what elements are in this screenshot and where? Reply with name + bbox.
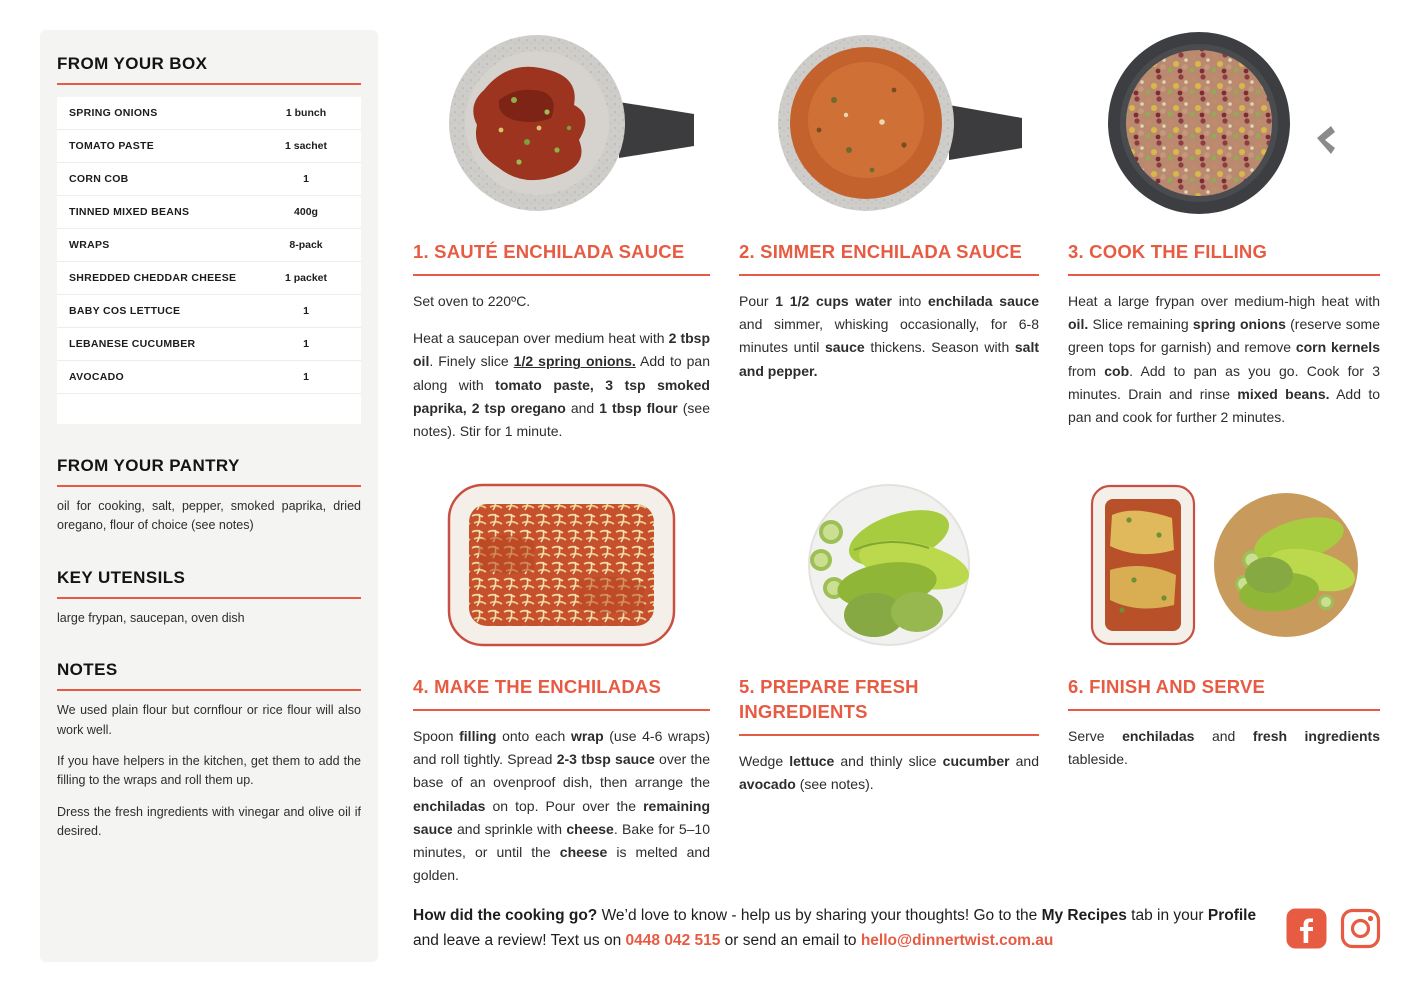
step-6-photo-baked-enchiladas-and-salad [1068,480,1380,655]
ingredient-name: LEBANESE CUCUMBER [69,338,196,350]
step-4-title: 4. MAKE THE ENCHILADAS [413,675,710,711]
pantry-text: oil for cooking, salt, pepper, smoked pa… [57,499,361,533]
step-5: 5. PREPARE FRESH INGREDIENTS Wedge lettu… [739,480,1039,888]
pantry-section: FROM YOUR PANTRY oil for cooking, salt, … [57,456,361,536]
ingredient-qty: 1 [303,338,309,350]
step-1-photo-saucepan-tomato-paste [413,30,710,220]
ingredient-qty: 1 packet [284,272,328,284]
sidebar: FROM YOUR BOX SPRING ONIONS 1 bunch TOMA… [40,30,378,962]
table-row: SHREDDED CHEDDAR CHEESE 1 packet [57,262,361,295]
ingredient-name: BABY COS LETTUCE [69,305,181,317]
ingredient-name: TOMATO PASTE [69,140,155,152]
note-paragraph: If you have helpers in the kitchen, get … [57,753,361,788]
ingredient-name: WRAPS [69,239,110,251]
table-row: CORN COB 1 [57,163,361,196]
ingredient-qty: 1 sachet [284,140,328,152]
ingredient-name: SPRING ONIONS [69,107,158,119]
footer-feedback-text: How did the cooking go? We’d love to kno… [413,907,1257,950]
table-row: TINNED MIXED BEANS 400g [57,196,361,229]
ingredients-table: SPRING ONIONS 1 bunch TOMATO PASTE 1 sac… [57,97,361,424]
phone-link[interactable]: 0448 042 515 [625,932,721,950]
table-row: AVOCADO 1 [57,361,361,394]
footer: How did the cooking go? We’d love to kno… [413,903,1381,953]
step-3: 3. COOK THE FILLING Heat a large frypan … [1068,30,1380,480]
ingredient-qty: 8-pack [289,239,323,251]
note-paragraph: Dress the fresh ingredients with vinegar… [57,804,361,838]
step-3-title: 3. COOK THE FILLING [1068,240,1380,276]
ingredient-qty: 1 [303,371,309,383]
step-1-instruction: Set oven to 220ºC. [413,292,531,309]
step-2-title: 2. SIMMER ENCHILADA SAUCE [739,240,1039,276]
from-your-pantry-title: FROM YOUR PANTRY [57,456,361,487]
email-link[interactable]: hello@dinnertwist.com.au [860,932,1054,950]
ingredient-name: AVOCADO [69,371,124,383]
step-5-photo-fresh-ingredients-plate [739,480,1039,655]
ingredient-name: CORN COB [69,173,129,185]
step-4-instruction: Spoon filling onto each wrap (use 4-6 wr… [413,727,711,884]
step-1-title: 1. SAUTÉ ENCHILADA SAUCE [413,240,710,276]
step-6-instruction: Serve enchiladas and fresh ingredients t… [1068,727,1380,768]
table-row: BABY COS LETTUCE 1 [57,295,361,328]
step-5-instruction: Wedge lettuce and thinly slice cucumber … [739,752,1040,793]
step-4: 4. MAKE THE ENCHILADAS Spoon filling ont… [413,480,710,888]
ingredient-name: SHREDDED CHEDDAR CHEESE [69,272,237,284]
notes-section: NOTES We used plain flour but cornflour … [57,660,361,841]
ingredient-qty: 1 bunch [285,107,327,119]
step-2: 2. SIMMER ENCHILADA SAUCE Pour 1 1/2 cup… [739,30,1039,480]
table-row: LEBANESE CUCUMBER 1 [57,328,361,361]
social-icons [1286,908,1381,949]
notes-title: NOTES [57,660,361,692]
ingredient-qty: 1 [303,173,309,185]
step-6: 6. FINISH AND SERVE Serve enchiladas and… [1068,480,1380,888]
utensils-section: KEY UTENSILS large frypan, saucepan, ove… [57,568,361,628]
ingredient-qty: 1 [303,305,309,317]
step-2-photo-sauce-pot [739,30,1039,220]
step-1-instruction: Heat a saucepan over medium heat with 2 … [413,330,711,440]
step-6-title: 6. FINISH AND SERVE [1068,675,1380,711]
table-row: TOMATO PASTE 1 sachet [57,130,361,163]
steps-grid: 1. SAUTÉ ENCHILADA SAUCE Set oven to 220… [413,30,1381,888]
table-row: SPRING ONIONS 1 bunch [57,97,361,130]
key-utensils-title: KEY UTENSILS [57,568,361,599]
step-5-title: 5. PREPARE FRESH INGREDIENTS [739,675,1039,736]
note-paragraph: We used plain flour but cornflour or ric… [57,703,361,737]
from-your-box-title: FROM YOUR BOX [57,54,361,85]
step-2-instruction: Pour 1 1/2 cups water into enchilada sau… [739,292,1039,379]
step-3-photo-frypan-filling [1068,30,1380,220]
instagram-icon[interactable] [1340,908,1381,949]
step-3-instruction: Heat a large frypan over medium-high hea… [1068,292,1380,426]
utensils-text: large frypan, saucepan, oven dish [57,610,245,625]
facebook-icon[interactable] [1286,908,1327,949]
step-4-photo-enchiladas-dish [413,480,710,655]
step-1: 1. SAUTÉ ENCHILADA SAUCE Set oven to 220… [413,30,710,480]
table-row: WRAPS 8-pack [57,229,361,262]
ingredient-name: TINNED MIXED BEANS [69,206,190,218]
ingredient-qty: 400g [294,206,318,218]
